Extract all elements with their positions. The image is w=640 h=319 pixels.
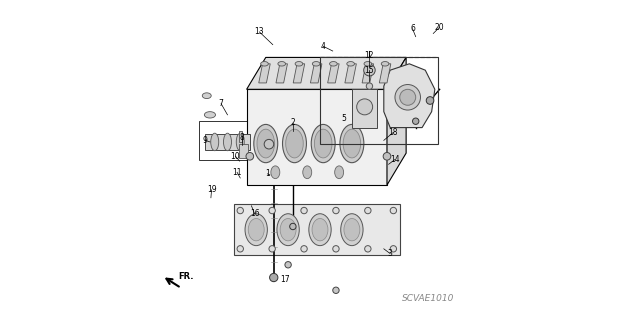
Ellipse shape	[260, 62, 268, 66]
Polygon shape	[246, 89, 387, 185]
Ellipse shape	[271, 166, 280, 179]
Circle shape	[390, 246, 397, 252]
Ellipse shape	[347, 62, 355, 66]
Ellipse shape	[335, 166, 344, 179]
Ellipse shape	[277, 214, 300, 246]
Text: SCVAE1010: SCVAE1010	[403, 294, 454, 303]
Ellipse shape	[285, 129, 303, 158]
Ellipse shape	[295, 62, 303, 66]
Polygon shape	[259, 64, 270, 83]
Text: 19: 19	[207, 185, 216, 194]
Circle shape	[395, 85, 420, 110]
Polygon shape	[352, 89, 378, 128]
Text: 13: 13	[255, 27, 264, 36]
Text: 8: 8	[239, 133, 244, 142]
Polygon shape	[345, 64, 356, 83]
Ellipse shape	[364, 62, 372, 66]
Text: 17: 17	[280, 275, 290, 284]
Text: 12: 12	[365, 51, 374, 60]
Ellipse shape	[282, 124, 307, 163]
Ellipse shape	[340, 214, 363, 246]
Text: 16: 16	[250, 209, 259, 218]
Text: 20: 20	[435, 23, 444, 32]
Circle shape	[264, 139, 274, 149]
Text: 18: 18	[388, 128, 398, 137]
Text: 11: 11	[232, 168, 242, 177]
Polygon shape	[293, 64, 305, 83]
Polygon shape	[246, 57, 406, 89]
Circle shape	[333, 207, 339, 214]
Polygon shape	[205, 134, 250, 150]
Circle shape	[333, 246, 339, 252]
Ellipse shape	[309, 214, 331, 246]
Circle shape	[366, 83, 372, 89]
Ellipse shape	[280, 219, 296, 241]
Text: 5: 5	[342, 114, 346, 122]
Ellipse shape	[312, 219, 328, 241]
Ellipse shape	[314, 129, 332, 158]
Circle shape	[246, 152, 253, 160]
Ellipse shape	[330, 62, 337, 66]
Circle shape	[365, 246, 371, 252]
Bar	[199, 121, 256, 160]
Polygon shape	[384, 64, 435, 128]
Ellipse shape	[204, 112, 216, 118]
Circle shape	[364, 64, 375, 76]
Circle shape	[301, 246, 307, 252]
Circle shape	[237, 207, 243, 214]
Ellipse shape	[236, 133, 244, 151]
Circle shape	[333, 287, 339, 293]
Text: 7: 7	[219, 99, 223, 108]
Text: 3: 3	[388, 249, 392, 258]
Ellipse shape	[257, 129, 275, 158]
Polygon shape	[328, 64, 339, 83]
Text: FR.: FR.	[178, 272, 193, 281]
Circle shape	[383, 152, 391, 160]
Text: 9: 9	[203, 136, 207, 145]
Ellipse shape	[303, 166, 312, 179]
Ellipse shape	[211, 133, 219, 151]
Circle shape	[269, 273, 278, 282]
Ellipse shape	[202, 93, 211, 99]
Ellipse shape	[248, 219, 264, 241]
Ellipse shape	[340, 124, 364, 163]
Circle shape	[269, 246, 275, 252]
Bar	[320, 57, 438, 144]
Text: 1: 1	[265, 169, 269, 178]
Bar	[239, 144, 248, 158]
Circle shape	[400, 89, 416, 105]
Circle shape	[426, 97, 434, 104]
Ellipse shape	[344, 219, 360, 241]
Circle shape	[390, 207, 397, 214]
Polygon shape	[310, 64, 322, 83]
Text: 6: 6	[410, 24, 415, 33]
Polygon shape	[380, 64, 391, 83]
Polygon shape	[276, 64, 287, 83]
Ellipse shape	[381, 62, 389, 66]
Text: 10: 10	[230, 152, 240, 161]
Ellipse shape	[223, 133, 232, 151]
Ellipse shape	[254, 124, 278, 163]
Text: 2: 2	[291, 118, 295, 127]
Circle shape	[356, 99, 372, 115]
Bar	[239, 131, 242, 142]
Circle shape	[413, 118, 419, 124]
Text: 14: 14	[390, 155, 400, 164]
Ellipse shape	[343, 129, 361, 158]
Ellipse shape	[278, 62, 285, 66]
Ellipse shape	[245, 214, 268, 246]
Circle shape	[301, 207, 307, 214]
Text: 15: 15	[365, 66, 374, 75]
Text: 4: 4	[321, 42, 326, 51]
Ellipse shape	[312, 62, 320, 66]
Polygon shape	[234, 204, 400, 255]
Circle shape	[269, 207, 275, 214]
Circle shape	[290, 223, 296, 230]
Polygon shape	[362, 64, 374, 83]
Circle shape	[285, 262, 291, 268]
Ellipse shape	[311, 124, 335, 163]
Polygon shape	[387, 57, 406, 185]
Circle shape	[237, 246, 243, 252]
Circle shape	[365, 207, 371, 214]
